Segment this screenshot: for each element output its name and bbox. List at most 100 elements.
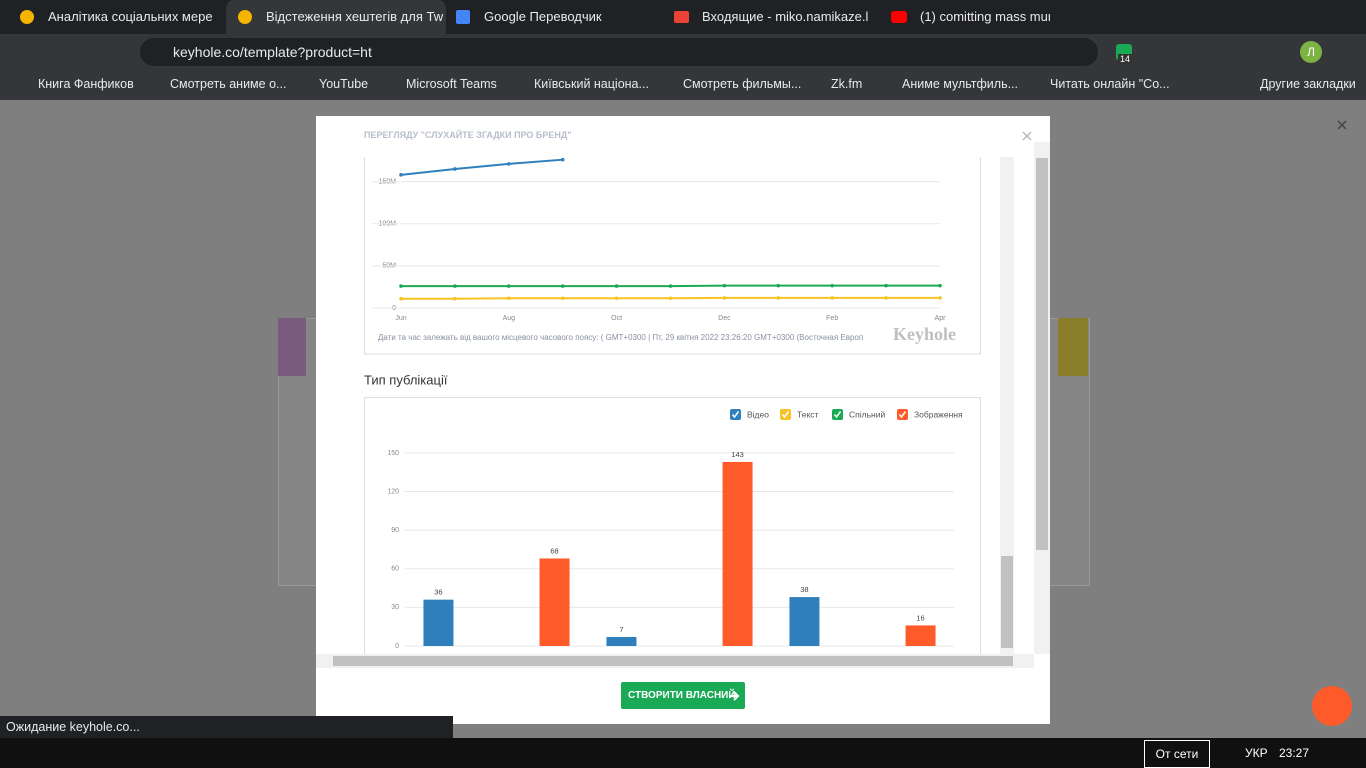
value-label: 16: [916, 613, 924, 622]
point: [830, 283, 834, 288]
point: [884, 296, 888, 300]
bar: [606, 636, 637, 646]
point: [507, 162, 511, 166]
y-tick-label: 60: [391, 566, 399, 573]
point: [938, 296, 942, 300]
scroll-thumb[interactable]: [333, 656, 1013, 666]
y-tick-label: 30: [391, 604, 399, 611]
bookmark[interactable]: Zk.fm: [831, 77, 863, 91]
line-series: [400, 158, 563, 176]
timezone-note: Дати та час залежать від вашого місцевог…: [378, 333, 863, 342]
bookmark[interactable]: Читать онлайн "Со...: [1050, 77, 1170, 91]
create-button[interactable]: [621, 682, 745, 709]
profile[interactable]: Л: [1300, 41, 1322, 63]
bookmark[interactable]: Аниме мультфиль...: [902, 77, 1018, 91]
close-button[interactable]: [1020, 129, 1034, 143]
favicon: [891, 11, 907, 23]
tab-title: Входящие - miko.namikaze.l: [702, 9, 869, 24]
arrow-icon: [729, 691, 740, 701]
bookmark[interactable]: Microsoft Teams: [406, 77, 497, 91]
point: [560, 284, 565, 288]
tab-active[interactable]: Відстеження хештегів для Tw: [226, 0, 446, 34]
chat-button[interactable]: [1312, 686, 1352, 726]
point: [399, 296, 403, 301]
point: [776, 283, 781, 288]
tab[interactable]: Google Переводчик: [444, 0, 662, 34]
x-tick-label: Aug: [503, 315, 516, 322]
point: [830, 296, 834, 300]
bar: [722, 461, 753, 646]
page-close[interactable]: [1336, 118, 1348, 130]
legend-label: Спільний: [849, 409, 885, 419]
bookmark[interactable]: Другие закладки: [1260, 77, 1356, 91]
point: [614, 296, 619, 301]
point: [668, 296, 673, 301]
scroll-thumb[interactable]: [1036, 158, 1048, 550]
background-image: [278, 318, 306, 376]
legend-label: Відео: [747, 409, 769, 419]
point: [668, 284, 673, 288]
bookmark[interactable]: YouTube: [319, 77, 369, 91]
chart-frame: [364, 157, 981, 355]
point: [560, 157, 565, 162]
y-tick-label: 150: [387, 450, 399, 457]
address-bar[interactable]: [140, 38, 1098, 66]
point: [399, 284, 403, 288]
y-tick-label: 90: [391, 527, 399, 534]
legend-label: Текст: [797, 409, 819, 419]
point: [776, 296, 781, 300]
url: keyhole.co/template?product=ht: [173, 44, 372, 60]
tab-title: (1) comitting mass murd: [920, 9, 1050, 24]
point: [507, 284, 511, 288]
bookmark[interactable]: Смотреть фильмы...: [683, 77, 802, 91]
point: [453, 284, 457, 288]
watermark: Keyhole: [893, 324, 956, 344]
tab[interactable]: Входящие - miko.namikaze.l: [662, 0, 880, 34]
point: [560, 296, 565, 301]
chart-frame: [364, 397, 981, 654]
modal-content: Дати та час залежать від вашого місцевог…: [364, 157, 981, 654]
x-tick-label: Jun: [395, 315, 406, 322]
section-title: Тип публікації: [364, 372, 448, 387]
bar: [539, 558, 570, 646]
inner-scrollbar[interactable]: [1000, 157, 1014, 654]
favicon: [20, 10, 34, 24]
legend-check: [898, 411, 907, 419]
scroll-thumb[interactable]: [1001, 556, 1013, 648]
legend-label: Зображення: [914, 409, 963, 419]
tab[interactable]: (1) comitting mass murd: [880, 0, 1050, 34]
clock[interactable]: 23:27: [1279, 746, 1310, 760]
bar: [789, 597, 820, 646]
tab-title: Аналітика соціальних мере: [48, 9, 213, 24]
point: [722, 296, 727, 300]
bookmark[interactable]: Київський націона...: [534, 77, 649, 91]
favicon: [238, 10, 252, 24]
status-bar: Ожидание keyhole.co...: [0, 716, 453, 738]
bookmark[interactable]: Смотреть аниме о...: [170, 77, 287, 91]
x-tick-label: Feb: [826, 315, 838, 322]
badge: 14: [1118, 54, 1133, 64]
tab-title: Google Переводчик: [484, 9, 602, 24]
legend-check: [833, 411, 842, 419]
value-label: 68: [550, 546, 558, 555]
tab-title: Відстеження хештегів для Tw: [266, 9, 444, 24]
background-image: [1058, 318, 1088, 376]
point: [614, 284, 619, 288]
x-tick-label: Dec: [718, 315, 731, 322]
tab[interactable]: Аналітика соціальних мере: [8, 0, 226, 34]
point: [453, 296, 457, 301]
button-label: СТВОРИТИ ВЛАСНИЙ: [628, 690, 736, 701]
bar: [905, 625, 936, 646]
language[interactable]: УКР: [1245, 746, 1268, 760]
network[interactable]: От сети: [1144, 740, 1210, 768]
modal-header: ПЕРЕГЛЯДУ "СЛУХАЙТЕ ЗГАДКИ ПРО БРЕНД": [364, 130, 572, 140]
bookmark[interactable]: Книга Фанфиков: [38, 77, 134, 91]
x-tick-label: Apr: [935, 315, 947, 322]
bar: [423, 599, 454, 646]
value-label: 7: [619, 625, 623, 634]
x-tick-label: Oct: [611, 315, 622, 322]
value-label: 143: [731, 450, 744, 459]
point: [399, 173, 403, 177]
value-label: 36: [434, 588, 442, 597]
